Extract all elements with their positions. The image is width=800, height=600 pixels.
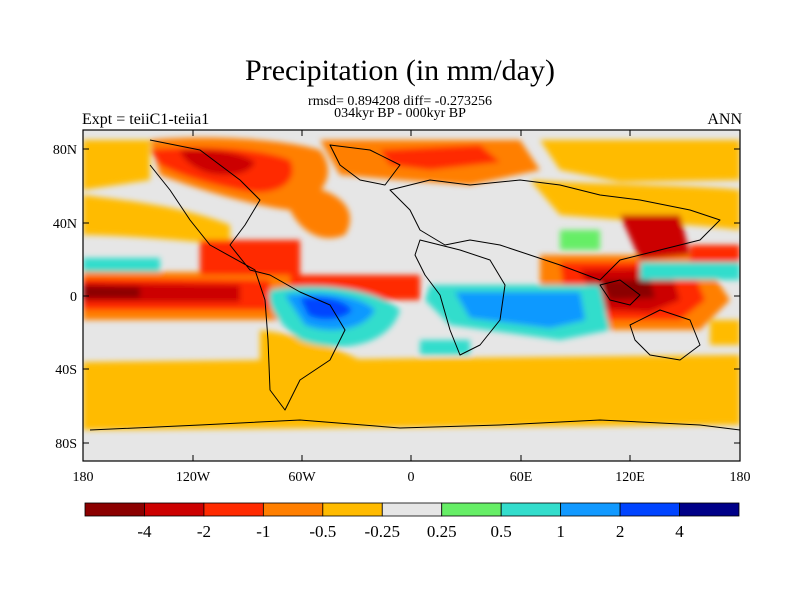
colorbar-swatch <box>144 502 205 517</box>
lat-tick-label: 0 <box>70 290 77 305</box>
colorbar-label: -0.5 <box>309 522 336 541</box>
colorbar-label: 0.25 <box>427 522 457 541</box>
lon-tick-label: 120W <box>176 470 211 485</box>
colorbar-swatch <box>381 502 443 517</box>
colorbar-swatch <box>441 502 502 517</box>
colorbar-label: 2 <box>616 522 625 541</box>
lat-tick-label: 40N <box>53 217 77 232</box>
colorbar-label: -1 <box>256 522 270 541</box>
colorbar-swatch <box>500 502 562 517</box>
period-subtitle: 034kyr BP - 000kyr BP <box>334 106 466 121</box>
experiment-label: Expt = teiiC1-teiia1 <box>82 111 210 128</box>
map-field <box>83 130 740 461</box>
lon-tick-label: 60W <box>288 470 316 485</box>
colorbar-label: 4 <box>675 522 684 541</box>
lon-tick-label: 120E <box>615 470 645 485</box>
colorbar-label: -2 <box>197 522 211 541</box>
colorbar-swatch <box>262 502 324 517</box>
lon-tick-label: 180 <box>73 470 94 485</box>
lon-tick-label: 0 <box>408 470 415 485</box>
colorbar-swatch <box>84 502 145 517</box>
colorbar-label: -0.25 <box>365 522 400 541</box>
lat-tick-label: 80N <box>53 143 77 158</box>
coastlines <box>89 139 741 431</box>
colorbar-label: -4 <box>137 522 152 541</box>
colorbar-swatch <box>619 502 680 517</box>
colorbar-swatch <box>322 502 383 517</box>
colorbar-label: 1 <box>556 522 565 541</box>
lon-tick-label: 180 <box>730 470 751 485</box>
stats-subtitle: rmsd= 0.894208 diff= -0.273256 <box>308 94 492 109</box>
colorbar-swatch <box>203 502 264 517</box>
colorbar-label: 0.5 <box>491 522 512 541</box>
lat-tick-label: 80S <box>55 437 77 452</box>
chart-title: Precipitation (in mm/day) <box>245 54 555 87</box>
lon-tick-label: 60E <box>510 470 533 485</box>
colorbar-swatch <box>679 502 740 517</box>
colorbar: -4 -2 -1 -0.5 -0.25 0.25 0.5 1 2 4 <box>84 502 740 541</box>
season-label: ANN <box>707 111 742 128</box>
lat-tick-label: 40S <box>55 363 77 378</box>
colorbar-swatch <box>560 502 621 517</box>
